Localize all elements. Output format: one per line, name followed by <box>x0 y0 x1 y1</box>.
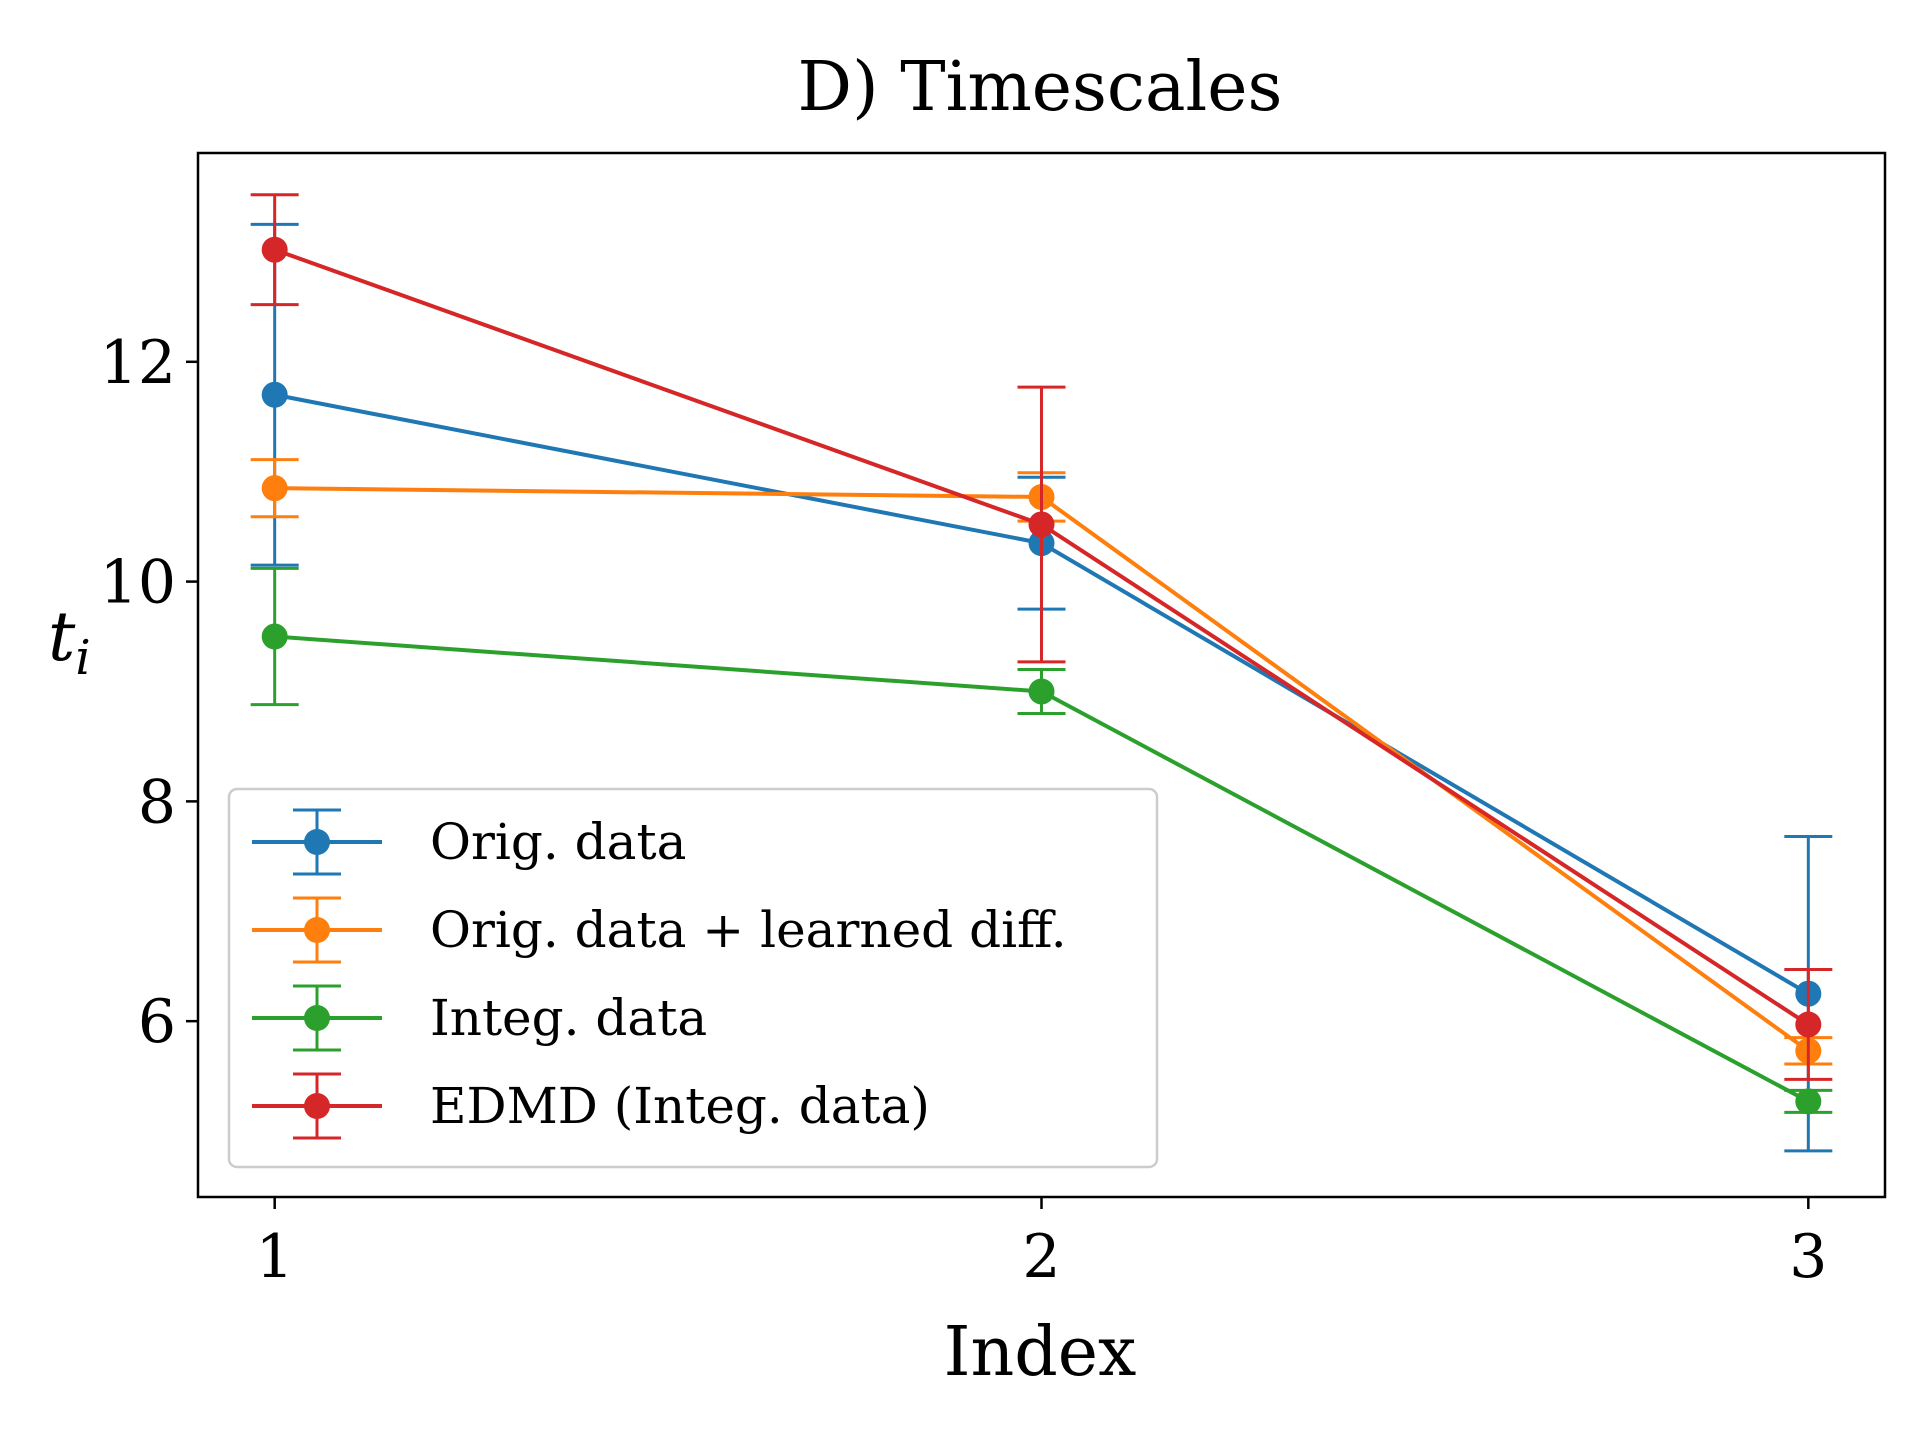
y-axis-label-main: t <box>48 598 76 677</box>
y-axis: 6 8 10 12 <box>100 328 198 1057</box>
legend-label: Orig. data + learned diff. <box>430 901 1067 959</box>
legend-frame <box>227 787 1159 1169</box>
y-tick-label: 12 <box>100 328 176 398</box>
y-tick-label: 6 <box>138 987 176 1057</box>
legend-marker <box>304 917 330 943</box>
legend-entry-2: Integ. data <box>252 984 707 1052</box>
data-point <box>1028 678 1055 705</box>
x-tick-label: 2 <box>1022 1222 1060 1292</box>
legend-entry-0: Orig. data <box>252 808 686 876</box>
legend-entry-3: EDMD (Integ. data) <box>252 1072 930 1140</box>
series-2 <box>250 566 1833 1115</box>
legend-marker <box>304 1093 330 1119</box>
chart-title: D) Timescales <box>798 48 1283 127</box>
x-tick-label: 1 <box>256 1222 294 1292</box>
legend-label: EDMD (Integ. data) <box>430 1077 930 1135</box>
legend-entry-1: Orig. data + learned diff. <box>252 896 1067 964</box>
data-point <box>1795 1088 1822 1115</box>
x-axis-label: Index <box>944 1313 1137 1392</box>
series-3 <box>250 193 1833 1081</box>
x-axis: 1 2 3 <box>256 1197 1827 1292</box>
data-point <box>1795 1011 1822 1038</box>
legend: Orig. data Orig. data + learned diff. Inte… <box>227 787 1159 1169</box>
data-point <box>261 475 288 502</box>
y-tick-label: 10 <box>100 548 176 618</box>
data-point <box>1028 511 1055 538</box>
y-axis-label-subscript: i <box>75 630 90 686</box>
data-point <box>261 381 288 408</box>
y-tick-label: 8 <box>138 767 176 837</box>
legend-label: Integ. data <box>430 989 707 1047</box>
legend-marker <box>304 1005 330 1031</box>
y-axis-label: ti <box>48 598 91 686</box>
plot-marks <box>250 193 1833 1153</box>
data-point <box>261 236 288 263</box>
legend-label: Orig. data <box>430 813 686 871</box>
x-tick-label: 3 <box>1789 1222 1827 1292</box>
data-point <box>261 623 288 650</box>
legend-marker <box>304 829 330 855</box>
